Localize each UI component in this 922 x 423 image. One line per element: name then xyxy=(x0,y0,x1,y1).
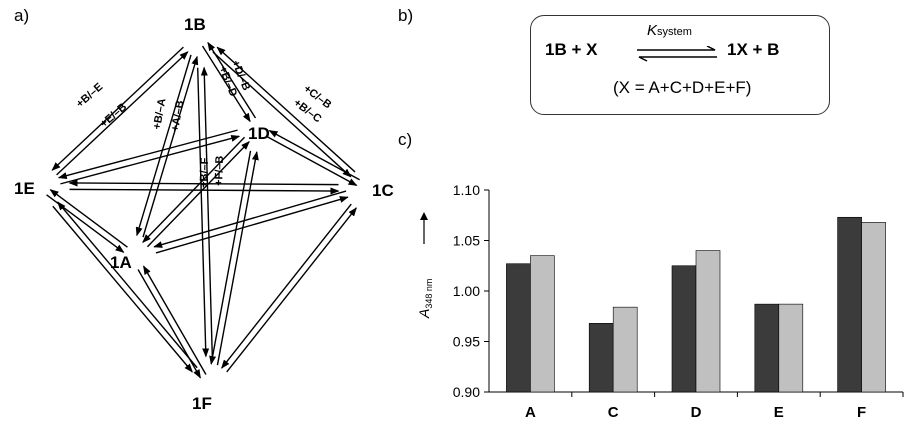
arrow-1E-to-1F xyxy=(52,205,193,373)
arrow-1F-to-1B xyxy=(200,66,213,357)
arrow-1D-to-1C xyxy=(266,135,358,187)
equation-right: 1X + B xyxy=(727,40,780,59)
y-tick-label: 1.10 xyxy=(453,182,480,198)
k-subscript: system xyxy=(657,26,692,38)
bar-C-series-1 xyxy=(588,323,614,393)
arrow-1C-to-1F xyxy=(221,203,352,369)
node-1E: 1E xyxy=(14,179,35,198)
arrow-1A-to-1C xyxy=(155,196,349,254)
node-1C: 1C xyxy=(372,181,394,200)
equilibrium-box: 1B + X Ksystem 1X + B (X = A+C+D+E+F) xyxy=(530,15,830,115)
arrow-1E-to-1D xyxy=(60,134,241,185)
y-tick-label: 1.05 xyxy=(453,233,480,249)
bar-A-series-1 xyxy=(506,263,531,393)
arrow-1F-to-1A xyxy=(143,265,207,375)
arrow-1D-to-1A xyxy=(142,136,246,243)
bar-E-series-1 xyxy=(754,303,780,393)
absorbance-bar-chart: 0.90 0.95 1.00 1.05 1.10 A C D E F A348 nm xyxy=(416,182,904,420)
panel-label-b: b) xyxy=(398,6,414,25)
arrow-1B-to-1D xyxy=(201,45,251,123)
reaction-network-diagram: 1B 1D 1E 1C 1A 1F +B/–E +E/–B +B/–A +A/–… xyxy=(14,15,394,413)
bar-D-series-1 xyxy=(671,265,697,393)
bar-F-series-2 xyxy=(861,222,886,393)
panel-label-c: c) xyxy=(398,130,413,149)
arrow-1C-to-1A xyxy=(153,190,347,248)
arrow-1A-to-1E xyxy=(49,189,128,248)
node-1D: 1D xyxy=(248,124,270,143)
arrow-1B-to-1E xyxy=(51,46,184,171)
chart-ticks: 0.90 0.95 1.00 1.05 1.10 xyxy=(453,182,489,400)
equation-definition: (X = A+C+D+E+F) xyxy=(613,78,752,97)
panel-label-a: a) xyxy=(14,6,30,25)
bar-D-series-2 xyxy=(695,250,721,393)
arrow-1D-to-1E xyxy=(57,129,238,180)
edge-label-f-b-minus: +F/–B xyxy=(213,155,226,186)
equilibrium-arrows-icon xyxy=(637,46,717,62)
arrow-1F-to-1E xyxy=(57,201,198,369)
arrow-1E-to-1B xyxy=(56,51,189,176)
y-tick-label: 0.90 xyxy=(453,384,480,400)
category-label-A: A xyxy=(525,404,536,420)
bar-C-series-2 xyxy=(612,306,638,393)
bar-F-series-1 xyxy=(837,216,862,393)
y-tick-label: 1.00 xyxy=(453,283,480,299)
arrow-1A-to-1F xyxy=(137,269,201,379)
category-label-C: C xyxy=(608,404,619,420)
node-1B: 1B xyxy=(184,15,206,34)
arrow-1F-to-1C xyxy=(226,207,357,373)
y-tick-label: 0.95 xyxy=(453,334,480,350)
equation-left: 1B + X xyxy=(545,40,598,59)
arrow-1C-to-1D xyxy=(268,129,360,181)
edge-label-a-b-minus: +A/–B xyxy=(169,99,186,132)
arrow-1B-to-1A xyxy=(135,54,192,237)
arrow-1A-to-1B xyxy=(142,55,199,238)
edge-label-f-b-plus: +B/–F xyxy=(198,157,211,188)
k-symbol: K xyxy=(647,22,658,39)
edge-label-e-b-plus: +B/–E xyxy=(74,81,105,110)
arrow-1B-to-1F xyxy=(197,67,210,358)
network-edges xyxy=(46,41,360,379)
y-axis-label: A348 nm xyxy=(416,279,434,319)
category-label-F: F xyxy=(857,404,866,420)
arrow-1F-to-1D xyxy=(216,150,259,366)
edge-label-a-b-plus: +B/–A xyxy=(151,97,168,130)
bar-A-series-2 xyxy=(530,255,555,393)
category-label-E: E xyxy=(774,404,784,420)
k-system-label: Ksystem xyxy=(647,22,692,39)
arrow-1E-to-1C xyxy=(69,187,340,195)
arrow-1C-to-1E xyxy=(68,179,339,187)
arrow-1A-to-1D xyxy=(146,141,250,248)
bar-E-series-2 xyxy=(778,303,804,393)
node-1A: 1A xyxy=(110,253,132,272)
arrow-1B-to-1C xyxy=(212,51,352,178)
edge-label-e-b-minus: +E/–B xyxy=(98,101,129,130)
y-axis-arrow-icon xyxy=(420,212,428,244)
arrow-1C-to-1B xyxy=(216,46,356,173)
arrow-1D-to-1F xyxy=(209,150,252,366)
node-1F: 1F xyxy=(192,394,212,413)
chart-bars xyxy=(506,216,886,393)
category-label-D: D xyxy=(691,404,702,420)
